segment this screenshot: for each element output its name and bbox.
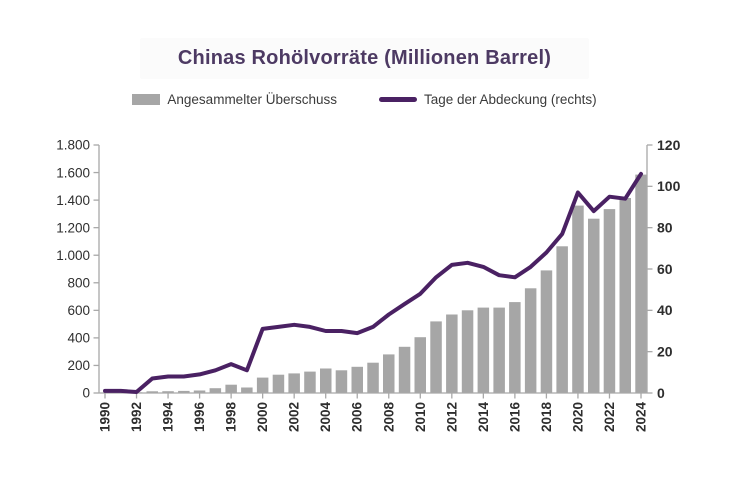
x-tick-label: 2024 [633, 402, 648, 433]
bar-2014 [477, 307, 490, 393]
left-tick-label: 1.400 [56, 193, 90, 208]
x-tick-label: 1992 [129, 402, 144, 432]
bar-2005 [335, 370, 348, 393]
x-tick-label: 2018 [539, 402, 554, 433]
bar-1996 [193, 390, 206, 393]
bar-2024 [635, 174, 647, 393]
bar-1997 [209, 388, 222, 393]
right-tick-label: 80 [657, 220, 673, 236]
x-tick-label: 2014 [476, 402, 491, 433]
right-tick-label: 0 [657, 385, 665, 401]
left-tick-label: 1.600 [56, 165, 90, 180]
bar-2008 [383, 354, 395, 393]
left-tick-label: 400 [67, 331, 90, 346]
left-tick-label: 0 [82, 386, 90, 401]
x-tick-label: 2012 [444, 402, 459, 432]
x-tick-label: 2020 [570, 402, 585, 432]
left-tick-label: 1.000 [56, 248, 90, 263]
x-tick-label: 2004 [318, 402, 333, 433]
bar-2022 [603, 209, 616, 393]
bar-1994 [162, 391, 174, 393]
left-tick-label: 200 [67, 358, 90, 373]
bar-1999 [241, 387, 253, 393]
bar-2007 [367, 362, 379, 393]
bar-2019 [556, 246, 568, 393]
right-tick-label: 20 [657, 344, 673, 360]
bar-2001 [272, 374, 285, 393]
left-tick-label: 800 [67, 276, 90, 291]
x-tick-label: 1996 [192, 402, 207, 433]
x-tick-label: 2006 [350, 402, 365, 433]
bar-2011 [430, 321, 442, 393]
x-tick-label: 2016 [507, 402, 522, 433]
x-tick-label: 2000 [255, 402, 270, 432]
bar-2009 [398, 346, 411, 393]
bar-series-label: Angesammelter Überschuss [167, 92, 337, 107]
left-tick-label: 1.800 [56, 138, 90, 153]
bar-2006 [351, 366, 363, 393]
bar-2012 [446, 314, 458, 393]
bar-2015 [493, 307, 505, 393]
chart-title-area: Chinas Rohölvorräte (Millionen Barrel) [0, 38, 729, 79]
bar-series-swatch [132, 94, 161, 105]
chart-title: Chinas Rohölvorräte (Millionen Barrel) [177, 47, 552, 69]
x-tick-label: 2022 [602, 402, 617, 432]
bar-2018 [540, 270, 553, 393]
legend-item-line: Tage der Abdeckung (rechts) [378, 92, 597, 107]
days-coverage-line [103, 171, 643, 394]
right-tick-label: 120 [657, 137, 681, 153]
bar-2021 [588, 218, 600, 393]
legend: Angesammelter Überschuss Tage der Abdeck… [0, 92, 729, 107]
line-series-swatch [378, 97, 417, 102]
left-tick-label: 600 [67, 303, 90, 318]
right-tick-label: 60 [657, 261, 673, 277]
bar-2020 [572, 205, 584, 393]
chart-title-box: Chinas Rohölvorräte (Millionen Barrel) [139, 38, 590, 79]
legend-item-bars: Angesammelter Überschuss [132, 92, 337, 107]
right-tick-label: 40 [657, 302, 673, 318]
x-tick-label: 2002 [287, 402, 302, 432]
bar-2010 [414, 337, 426, 393]
x-tick-label: 1998 [224, 402, 239, 433]
bar-2023 [619, 198, 631, 393]
bar-2002 [288, 373, 300, 393]
bar-1993 [146, 391, 158, 393]
bar-2016 [509, 302, 521, 393]
bar-2000 [256, 377, 269, 393]
x-tick-label: 1994 [161, 402, 176, 433]
x-tick-label: 2008 [381, 402, 396, 433]
bar-1995 [178, 390, 190, 393]
x-tick-label: 2010 [413, 402, 428, 432]
bar-2003 [304, 371, 316, 393]
right-tick-label: 100 [657, 178, 681, 194]
x-tick-label: 1990 [97, 402, 112, 432]
bar-1998 [225, 384, 237, 393]
left-tick-label: 1.200 [56, 220, 90, 235]
bar-2013 [461, 310, 474, 393]
bar-2017 [524, 288, 537, 393]
bar-2004 [320, 368, 332, 393]
line-series-label: Tage der Abdeckung (rechts) [423, 92, 597, 107]
